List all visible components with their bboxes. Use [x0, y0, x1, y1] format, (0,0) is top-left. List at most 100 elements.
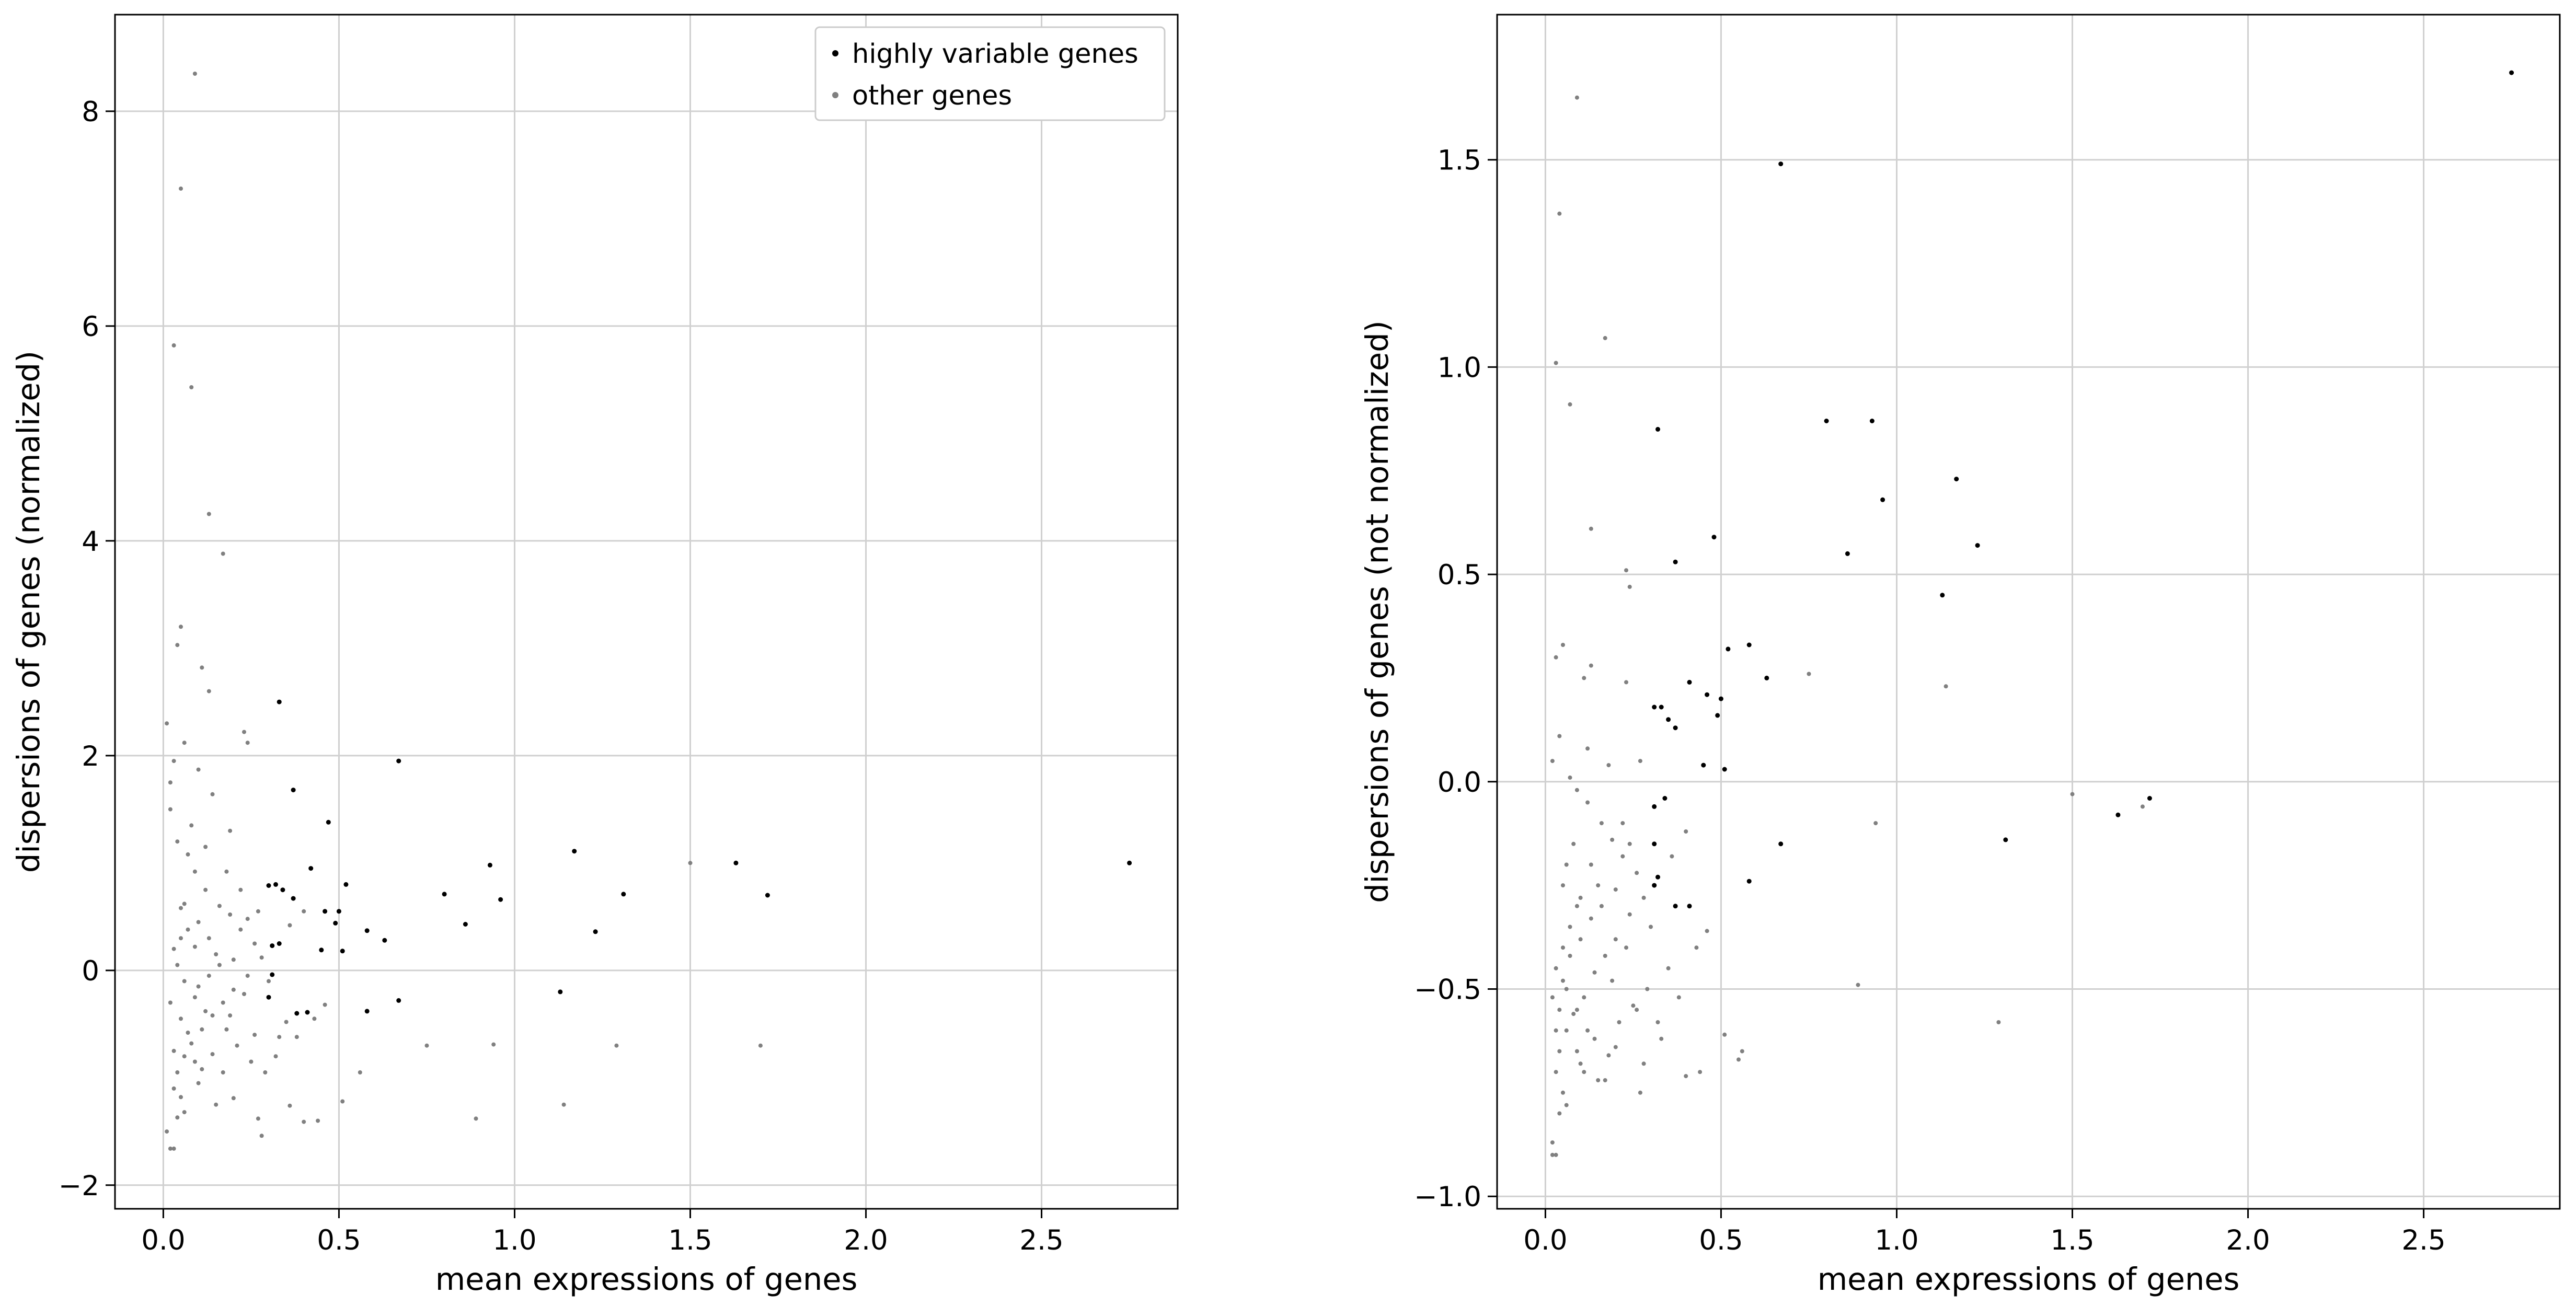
data-point	[228, 1013, 233, 1018]
data-point	[221, 1000, 225, 1005]
data-point	[171, 946, 176, 951]
data-point	[1574, 1049, 1579, 1054]
data-point	[1568, 924, 1572, 929]
y-tick-label: −1.0	[1414, 1181, 1481, 1213]
data-point	[1564, 862, 1569, 867]
data-point	[396, 758, 401, 764]
data-point	[1620, 854, 1625, 859]
y-tick-label: 6	[82, 311, 99, 343]
y-axis-label: dispersions of genes (normalized)	[10, 351, 47, 873]
data-point	[179, 936, 183, 941]
data-point	[498, 897, 503, 902]
series-other-genes	[165, 72, 763, 1151]
data-point	[1592, 1036, 1597, 1041]
data-point	[621, 892, 626, 897]
legend-label: highly variable genes	[852, 39, 1138, 70]
y-axis-label: dispersions of genes (not normalized)	[1359, 320, 1395, 903]
x-tick-label: 2.5	[2401, 1224, 2445, 1256]
data-point	[228, 912, 233, 917]
data-point	[168, 1000, 172, 1005]
data-point	[288, 923, 292, 928]
data-point	[1568, 775, 1572, 780]
data-point	[1557, 1111, 1562, 1116]
data-point	[1561, 945, 1565, 950]
data-point	[1718, 696, 1723, 701]
data-point	[256, 1116, 260, 1121]
data-point	[1554, 1070, 1558, 1074]
data-point	[758, 1043, 763, 1048]
data-point	[179, 1016, 183, 1021]
data-point	[305, 1010, 310, 1015]
data-point	[1676, 995, 1681, 1000]
data-point	[1687, 904, 1692, 909]
data-point	[1684, 1074, 1688, 1079]
data-point	[186, 852, 190, 857]
data-point	[1613, 887, 1618, 892]
data-point	[182, 1054, 187, 1059]
data-point	[175, 963, 180, 967]
data-point	[206, 689, 211, 694]
data-point	[280, 887, 285, 893]
data-point	[1638, 1090, 1642, 1095]
data-point	[179, 906, 183, 910]
data-point	[214, 1102, 218, 1107]
data-point	[242, 730, 246, 734]
data-point	[1659, 704, 1664, 710]
data-point	[1722, 1032, 1727, 1037]
data-point	[217, 904, 222, 908]
data-point	[1740, 1049, 1744, 1054]
data-point	[1578, 895, 1583, 900]
data-point	[210, 1052, 215, 1057]
data-point	[175, 1070, 180, 1074]
data-point	[1666, 717, 1671, 722]
x-tick-label: 1.0	[492, 1224, 536, 1256]
data-point	[1631, 1003, 1636, 1008]
data-point	[175, 1115, 180, 1120]
data-point	[192, 72, 197, 76]
data-point	[1564, 1028, 1569, 1033]
data-point	[196, 767, 201, 772]
data-point	[277, 1035, 282, 1039]
data-point	[340, 949, 345, 954]
data-point	[1652, 804, 1657, 809]
y-tick-label: 0	[82, 955, 99, 987]
data-point	[1778, 161, 1784, 167]
y-tick-label: −0.5	[1414, 974, 1481, 1005]
data-point	[245, 974, 250, 978]
data-point	[1613, 1045, 1618, 1049]
data-point	[1638, 759, 1642, 764]
data-point	[1880, 497, 1885, 502]
data-point	[1627, 912, 1632, 917]
data-point	[189, 385, 194, 389]
data-point	[463, 922, 468, 927]
y-tick-label: 8	[82, 96, 99, 128]
data-point	[326, 819, 331, 825]
data-point	[1996, 1020, 2001, 1024]
data-point	[238, 887, 243, 892]
data-point	[1557, 1008, 1562, 1012]
data-point	[245, 917, 250, 921]
data-point	[1641, 1061, 1646, 1066]
data-point	[1975, 543, 1980, 548]
data-point	[1624, 568, 1628, 573]
data-point	[1641, 895, 1646, 900]
x-tick-label: 1.0	[1874, 1224, 1918, 1256]
data-point	[1596, 883, 1601, 888]
data-point	[1670, 854, 1674, 859]
data-point	[442, 892, 447, 897]
data-point	[1649, 924, 1653, 929]
data-point	[1599, 904, 1604, 908]
data-point	[1645, 987, 1650, 991]
data-point	[1606, 1053, 1611, 1058]
data-point	[1711, 535, 1717, 540]
data-point	[294, 1035, 299, 1039]
data-point	[1624, 945, 1628, 950]
data-point	[256, 909, 260, 914]
data-point	[364, 928, 370, 933]
data-point	[424, 1043, 429, 1048]
data-point	[1778, 841, 1784, 847]
data-point	[2070, 792, 2075, 796]
data-point	[1694, 945, 1699, 950]
data-point	[302, 909, 306, 914]
data-point	[1666, 966, 1671, 970]
